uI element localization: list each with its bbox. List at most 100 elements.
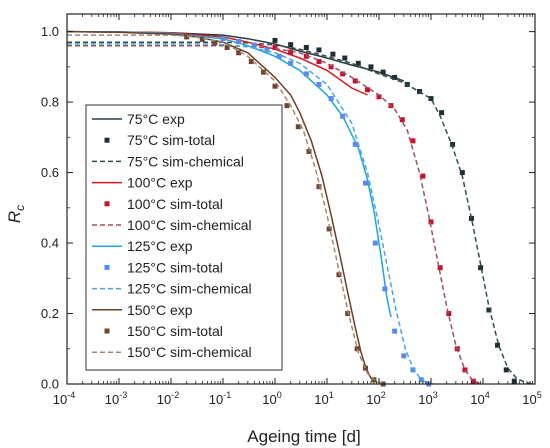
y-tick-label: 0.8	[41, 95, 59, 110]
data-point	[316, 47, 322, 53]
plot-area	[66, 30, 536, 387]
legend-label: 75°C sim-total	[127, 132, 215, 148]
series-line	[67, 44, 481, 385]
plot-frame	[66, 13, 536, 385]
x-tick-label: 10-3	[105, 390, 127, 407]
x-tick-label: 105	[522, 390, 541, 407]
data-point	[236, 50, 242, 56]
data-point	[372, 240, 378, 246]
data-point	[380, 69, 386, 75]
data-point	[251, 42, 257, 48]
legend-label: 150°C exp	[127, 302, 193, 318]
legend-label: 75°C exp	[127, 111, 185, 127]
data-point	[328, 64, 334, 70]
data-point	[382, 286, 388, 292]
data-point	[328, 96, 334, 102]
data-point	[184, 34, 190, 40]
data-point	[326, 226, 332, 232]
data-point	[330, 51, 336, 57]
x-axis: 10-4 10-3 10-2 10-1 100 101 102 103 104 105	[53, 13, 542, 407]
data-point	[272, 37, 278, 43]
legend-label: 75°C sim-chemical	[127, 153, 244, 169]
data-point	[303, 44, 309, 50]
data-point	[446, 311, 452, 317]
data-point	[303, 71, 309, 77]
legend-marker	[104, 137, 110, 143]
data-point	[392, 74, 398, 80]
data-point	[355, 60, 361, 66]
y-tick-label: 0.2	[41, 306, 59, 321]
data-point	[276, 53, 282, 59]
data-point	[437, 265, 443, 271]
data-point	[336, 272, 342, 278]
x-tick-label: 103	[418, 390, 437, 407]
legend-label: 125°C sim-total	[127, 259, 223, 275]
data-point	[303, 53, 309, 59]
data-point	[316, 59, 322, 65]
x-tick-label: 104	[470, 390, 489, 407]
legend-marker	[104, 264, 110, 270]
x-tick-label: 100	[262, 390, 281, 407]
data-point	[288, 42, 294, 48]
legend-label: 150°C sim-chemical	[127, 344, 252, 360]
data-point	[340, 71, 346, 77]
y-tick-label: 0.0	[41, 377, 59, 392]
y-tick-label: 1.0	[41, 24, 59, 39]
data-point	[364, 87, 370, 93]
data-point	[288, 49, 294, 55]
data-point	[272, 83, 278, 89]
y-axis: 0.0 0.2 0.4 0.6 0.8 1.0	[41, 24, 535, 392]
data-point	[284, 103, 290, 109]
x-tick-label: 10-1	[209, 390, 231, 407]
legend: 75°C exp 75°C sim-total 75°C sim-chemical 1…	[85, 104, 283, 371]
x-tick-label: 10-2	[157, 390, 179, 407]
data-point	[376, 94, 382, 100]
data-point	[468, 215, 474, 221]
data-point	[410, 367, 416, 373]
legend-label: 100°C sim-total	[127, 196, 223, 212]
data-point	[439, 110, 445, 116]
data-point	[354, 346, 360, 352]
legend-label: 125°C sim-chemical	[127, 281, 252, 297]
data-point	[486, 307, 492, 313]
x-tick-label: 101	[314, 390, 333, 407]
data-point	[264, 47, 270, 53]
data-point	[340, 113, 346, 119]
legend-label: 150°C sim-total	[127, 323, 223, 339]
data-point	[428, 219, 434, 225]
data-point	[288, 60, 294, 66]
data-point	[260, 69, 266, 75]
legend-label: 100°C exp	[127, 175, 193, 191]
y-axis-label: Rc	[5, 205, 27, 223]
series-line	[67, 34, 387, 385]
x-tick-label: 10-4	[53, 390, 75, 407]
data-point	[316, 81, 322, 87]
data-point	[494, 342, 500, 348]
data-point	[470, 378, 476, 384]
data-point	[316, 184, 322, 190]
data-point	[306, 148, 312, 154]
data-point	[459, 170, 465, 176]
data-point	[272, 44, 278, 50]
y-tick-label: 0.4	[41, 236, 59, 251]
data-point	[420, 173, 426, 179]
data-point	[295, 124, 301, 130]
data-point	[220, 36, 226, 42]
legend-box	[85, 104, 283, 371]
data-point	[478, 265, 484, 271]
data-point	[224, 44, 230, 50]
series-line	[67, 41, 536, 385]
legend-marker	[104, 328, 110, 334]
x-tick-label: 102	[366, 390, 385, 407]
legend-marker	[104, 201, 110, 207]
x-axis-label: Ageing time [d]	[247, 427, 360, 446]
data-point	[503, 367, 509, 373]
data-point	[428, 96, 434, 102]
data-point	[236, 38, 242, 44]
data-point	[248, 59, 254, 65]
data-point	[401, 353, 407, 359]
y-tick-label: 0.6	[41, 165, 59, 180]
data-point	[418, 377, 424, 383]
data-point	[368, 64, 374, 70]
